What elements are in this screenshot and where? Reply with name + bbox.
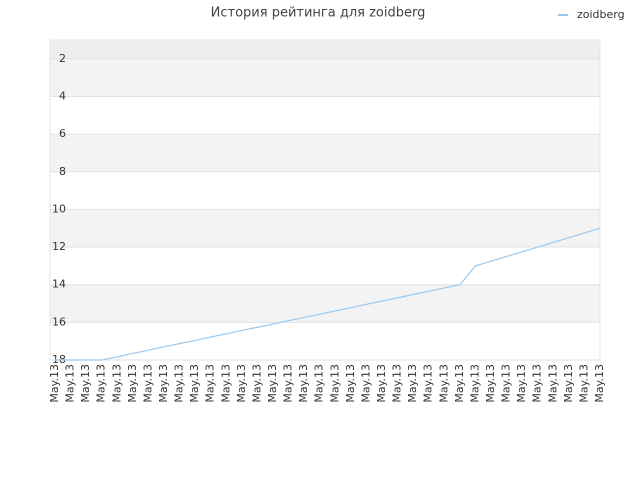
x-tick-label: May.13: [375, 364, 388, 403]
plot-band: [50, 171, 600, 210]
x-tick-label: May.13: [468, 364, 481, 403]
plot-band: [50, 40, 600, 59]
x-tick-label: May.13: [562, 364, 575, 403]
x-tick-label: May.13: [313, 364, 326, 403]
x-tick-label: May.13: [235, 364, 248, 403]
x-tick-label: May.13: [437, 364, 450, 403]
y-tick-label: 14: [52, 278, 66, 291]
x-tick-label: May.13: [577, 364, 590, 403]
plot-band: [50, 96, 600, 135]
plot-band: [50, 247, 600, 285]
plot-band: [50, 322, 600, 360]
x-tick-label: May.13: [48, 364, 61, 403]
plot-band: [50, 209, 600, 248]
x-tick-label: May.13: [531, 364, 544, 403]
y-tick-label: 12: [52, 240, 66, 253]
x-tick-label: May.13: [593, 364, 606, 403]
x-tick-label: May.13: [157, 364, 170, 403]
x-tick-label: May.13: [359, 364, 372, 403]
x-tick-label: May.13: [328, 364, 341, 403]
x-tick-label: May.13: [500, 364, 513, 403]
x-tick-label: May.13: [266, 364, 279, 403]
chart-title: История рейтинга для zoidberg: [211, 6, 426, 21]
x-tick-label: May.13: [453, 364, 466, 403]
y-tick-label: 8: [59, 165, 66, 178]
y-tick-label: 16: [52, 315, 66, 328]
x-tick-label: May.13: [422, 364, 435, 403]
x-tick-label: May.13: [110, 364, 123, 403]
plot-band: [50, 284, 600, 323]
x-tick-label: May.13: [406, 364, 419, 403]
x-tick-label: May.13: [344, 364, 357, 403]
x-tick-label: May.13: [250, 364, 263, 403]
data-line: [55, 227, 601, 361]
x-tick-label: May.13: [141, 364, 154, 403]
plot-band: [50, 58, 600, 97]
x-tick-label: May.13: [282, 364, 295, 403]
y-tick-label: 10: [52, 202, 66, 215]
x-tick-label: May.13: [95, 364, 108, 403]
x-tick-label: May.13: [515, 364, 528, 403]
legend-label: zoidberg: [577, 8, 625, 21]
x-tick-label: May.13: [204, 364, 217, 403]
x-tick-label: May.13: [484, 364, 497, 403]
x-tick-label: May.13: [391, 364, 404, 403]
x-tick-label: May.13: [79, 364, 92, 403]
y-tick-label: 2: [59, 52, 66, 65]
x-tick-label: May.13: [126, 364, 139, 403]
x-tick-label: May.13: [188, 364, 201, 403]
y-tick-label: 6: [59, 127, 66, 140]
x-tick-label: May.13: [173, 364, 186, 403]
x-tick-label: May.13: [64, 364, 77, 403]
x-tick-label: May.13: [219, 364, 232, 403]
x-tick-label: May.13: [546, 364, 559, 403]
x-tick-label: May.13: [297, 364, 310, 403]
plot-band: [50, 134, 600, 172]
y-tick-label: 4: [59, 89, 66, 102]
